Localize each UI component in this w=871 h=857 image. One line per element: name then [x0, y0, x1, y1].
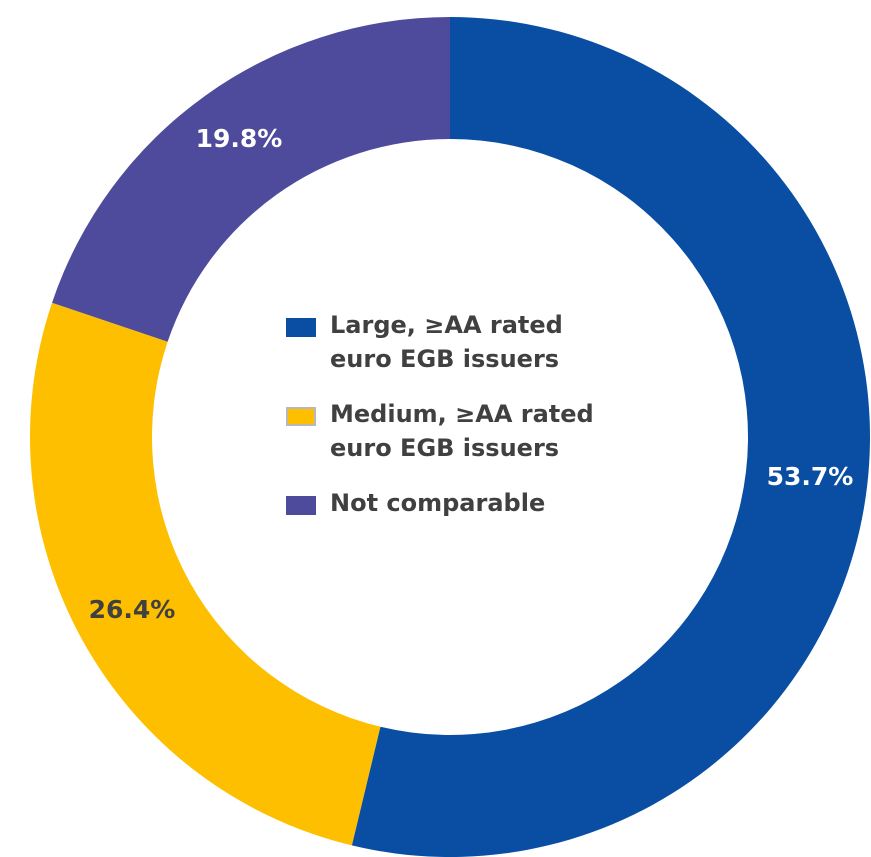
legend-item-not-comparable: Not comparable [286, 486, 620, 520]
legend-swatch-large-issuers [286, 318, 316, 337]
legend-label-large-issuers: Large, ≥AA rated euro EGB issuers [330, 311, 563, 373]
donut-slice-2 [52, 17, 451, 342]
donut-slices [29, 17, 870, 857]
donut-slice-0 [351, 17, 870, 857]
legend-swatch-not-comparable [286, 496, 316, 515]
slice-value-label-1: 26.4% [89, 595, 176, 624]
legend-label-medium-issuers: Medium, ≥AA rated euro EGB issuers [330, 400, 594, 462]
slice-value-label-0: 53.7% [767, 462, 854, 491]
slice-value-labels: 53.7% 26.4% 19.8% [89, 124, 854, 624]
legend: Large, ≥AA rated euro EGB issuers Medium… [286, 308, 620, 541]
legend-item-large-issuers: Large, ≥AA rated euro EGB issuers [286, 308, 620, 376]
slice-value-label-2: 19.8% [196, 124, 283, 153]
donut-slice-1 [29, 302, 381, 846]
legend-label-not-comparable: Not comparable [330, 489, 546, 517]
legend-swatch-medium-issuers [286, 407, 316, 426]
legend-item-medium-issuers: Medium, ≥AA rated euro EGB issuers [286, 397, 620, 465]
